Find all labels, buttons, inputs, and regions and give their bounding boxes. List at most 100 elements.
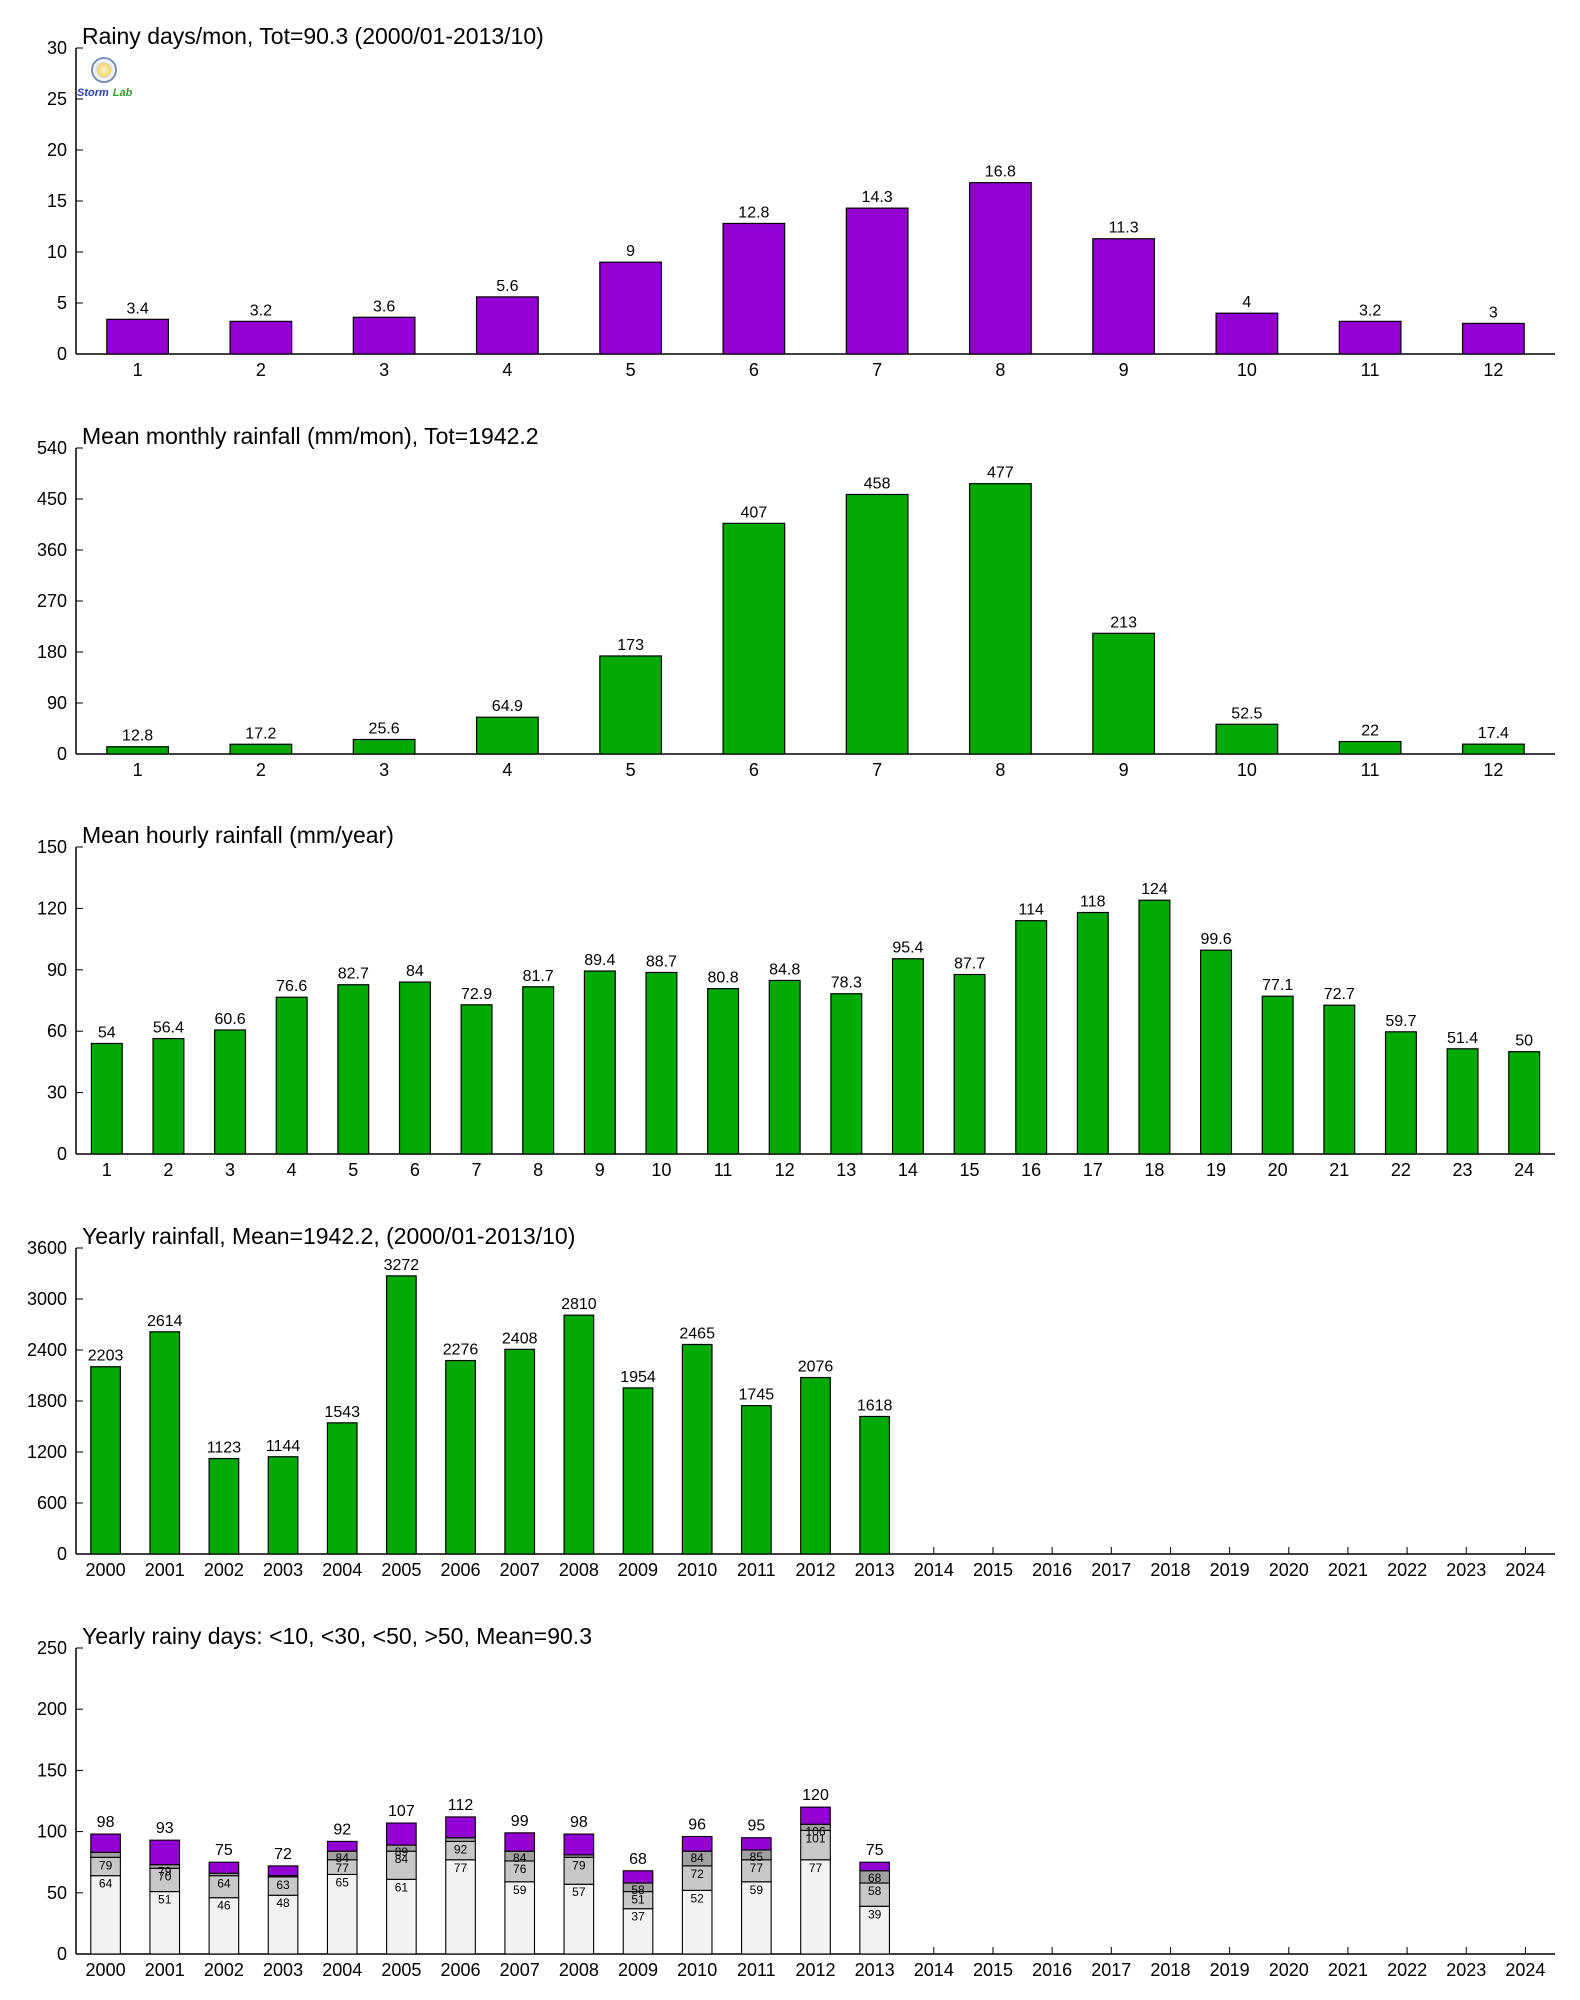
x-tick-label: 2007	[500, 1960, 540, 1980]
bar	[475, 716, 539, 755]
y-tick-label: 15	[47, 191, 67, 211]
bar	[599, 655, 663, 755]
x-tick-label: 14	[898, 1160, 918, 1180]
bar-value-label: 2076	[798, 1359, 834, 1376]
segment-label-lt50: 106	[805, 1824, 825, 1838]
bar-segment-lt10	[208, 1897, 240, 1955]
bar-value-label: 1745	[739, 1387, 775, 1404]
chart-title: Yearly rainfall, Mean=1942.2, (2000/01-2…	[82, 1223, 575, 1249]
x-tick-label: 2022	[1387, 1560, 1427, 1580]
x-tick-label: 2011	[737, 1560, 776, 1580]
bar-segment-lt10	[445, 1859, 476, 1955]
bar-segment-gt50	[208, 1861, 240, 1874]
x-tick-label: 10	[1237, 760, 1257, 780]
x-tick-label: 2011	[737, 1960, 776, 1980]
segment-label-lt30: 64	[217, 1877, 231, 1891]
y-tick-label: 250	[37, 1638, 67, 1658]
segment-label-lt50: 84	[691, 1851, 705, 1865]
x-tick-label: 10	[1237, 360, 1257, 380]
x-tick-label: 3	[379, 360, 389, 380]
bar-value-label: 5.6	[496, 278, 518, 295]
x-tick-label: 2006	[441, 1560, 481, 1580]
bar-segment-lt10	[90, 1875, 121, 1955]
bar	[106, 318, 170, 355]
x-tick-label: 18	[1144, 1160, 1164, 1180]
y-tick-label: 10	[47, 242, 67, 262]
total-value-label: 93	[156, 1820, 174, 1837]
bar-value-label: 477	[987, 465, 1014, 482]
x-tick-label: 17	[1083, 1160, 1103, 1180]
y-tick-label: 60	[47, 1021, 67, 1041]
x-tick-label: 2009	[618, 1960, 658, 1980]
x-tick-label: 4	[287, 1160, 297, 1180]
total-value-label: 98	[97, 1814, 115, 1831]
bar	[800, 1376, 831, 1555]
bar-value-label: 1618	[857, 1397, 893, 1414]
bar	[1200, 949, 1233, 1155]
x-tick-label: 2002	[204, 1960, 244, 1980]
bar-segment-gt50	[800, 1806, 831, 1825]
y-tick-label: 600	[37, 1493, 67, 1513]
x-tick-label: 2019	[1210, 1960, 1250, 1980]
bar	[645, 971, 678, 1155]
bar	[460, 1004, 493, 1155]
y-tick-label: 5	[57, 293, 67, 313]
chart-panel-3: Mean hourly rainfall (mm/year)0306090120…	[37, 822, 1555, 1180]
x-tick-label: 2010	[677, 1560, 717, 1580]
y-tick-label: 90	[47, 693, 67, 713]
bar-segment-lt10	[386, 1878, 417, 1955]
bar-segment-gt50	[149, 1839, 181, 1866]
bar-segment-gt50	[504, 1832, 536, 1852]
x-tick-label: 2019	[1210, 1560, 1250, 1580]
bar-value-label: 3.6	[373, 298, 395, 315]
segment-label-lt10: 65	[336, 1875, 350, 1889]
x-tick-label: 15	[960, 1160, 980, 1180]
segment-label-lt30: 70	[158, 1869, 172, 1883]
bar-segment-lt10	[740, 1881, 772, 1955]
bar-segment-gt50	[326, 1840, 358, 1852]
bar	[968, 182, 1032, 355]
x-tick-label: 5	[348, 1160, 358, 1180]
bar-value-label: 54	[98, 1024, 116, 1041]
y-tick-label: 50	[47, 1883, 67, 1903]
y-tick-label: 1200	[27, 1442, 67, 1462]
bar-segment-lt10	[563, 1883, 595, 1955]
x-tick-label: 7	[872, 360, 882, 380]
x-tick-label: 5	[626, 760, 636, 780]
bar-value-label: 3	[1489, 304, 1498, 321]
bar-value-label: 114	[1018, 902, 1044, 919]
bar-value-label: 2408	[502, 1330, 538, 1347]
bar-value-label: 82.7	[338, 966, 369, 983]
x-tick-label: 2003	[263, 1560, 303, 1580]
x-tick-label: 2021	[1328, 1960, 1368, 1980]
x-tick-label: 2005	[381, 1960, 421, 1980]
x-tick-label: 3	[379, 760, 389, 780]
y-tick-label: 30	[47, 1083, 67, 1103]
bar-value-label: 84	[406, 963, 424, 980]
bar-segment-lt10	[681, 1889, 713, 1955]
bar	[1338, 320, 1402, 355]
x-tick-label: 2008	[559, 1560, 599, 1580]
x-tick-label: 2013	[855, 1560, 895, 1580]
bar	[106, 746, 170, 755]
y-tick-label: 150	[37, 837, 67, 857]
bar-value-label: 213	[1110, 614, 1137, 631]
bar-value-label: 3.2	[1359, 302, 1381, 319]
chart-title: Mean monthly rainfall (mm/mon), Tot=1942…	[82, 423, 539, 449]
x-tick-label: 8	[995, 760, 1005, 780]
bar	[337, 984, 370, 1155]
bar	[583, 970, 616, 1155]
bar	[622, 1387, 654, 1555]
segment-label-lt30: 77	[336, 1861, 350, 1875]
bar-value-label: 16.8	[985, 164, 1016, 181]
logo-text: Storm Lab	[77, 87, 132, 99]
x-tick-label: 2021	[1328, 1560, 1368, 1580]
y-tick-label: 0	[57, 1144, 67, 1164]
bar	[214, 1029, 247, 1155]
x-tick-label: 2020	[1269, 1560, 1309, 1580]
bar	[1323, 1004, 1356, 1155]
x-tick-label: 2014	[914, 1560, 954, 1580]
x-tick-label: 2006	[441, 1960, 481, 1980]
bar-value-label: 17.2	[245, 725, 276, 742]
bar	[1461, 322, 1525, 355]
